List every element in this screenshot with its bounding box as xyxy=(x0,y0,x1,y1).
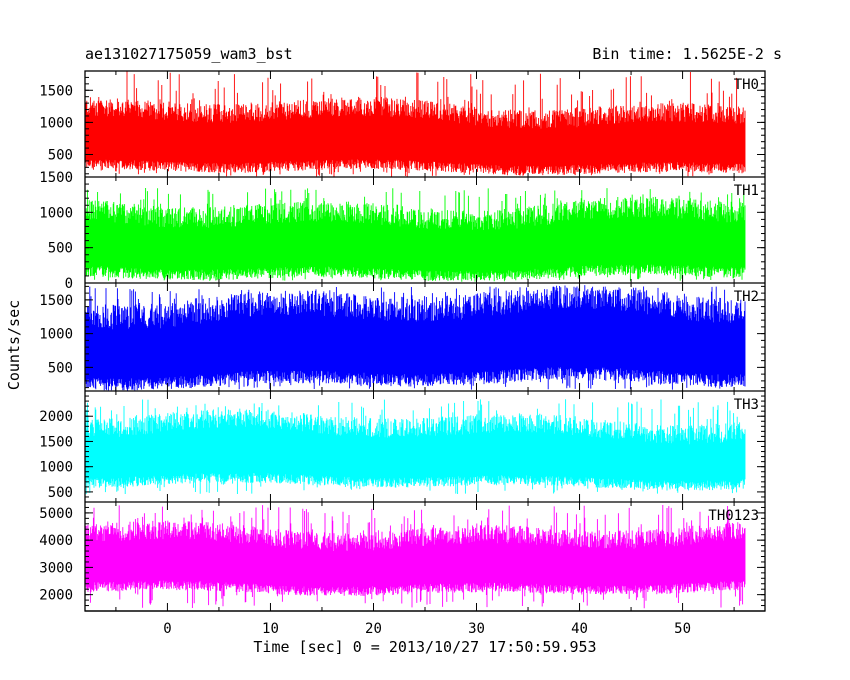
panel-th3 xyxy=(85,399,746,495)
x-tick-label: 50 xyxy=(674,621,691,637)
series-line-th0 xyxy=(85,71,746,177)
x-tick-label: 0 xyxy=(163,621,171,637)
panel-th2 xyxy=(85,285,746,391)
plot-frame xyxy=(84,70,766,612)
chart-title: ae131027175059_wam3_bst xyxy=(85,45,293,63)
x-axis-label-text: Time [sec] 0 = 2013/10/27 17:50:59.953 xyxy=(253,638,597,656)
series-line-th2 xyxy=(85,285,746,391)
y-axis-label: Counts/sec xyxy=(5,299,23,391)
y-tick-label: 1000 xyxy=(39,115,73,131)
panel-th1 xyxy=(85,188,746,282)
series-label-th2: TH2 xyxy=(734,289,759,305)
x-axis-label: Time [sec] 0 = 2013/10/27 17:50:59.953 xyxy=(0,638,850,656)
x-tick-label: 20 xyxy=(365,621,382,637)
y-tick-label: 1000 xyxy=(39,205,73,221)
chart-subtitle: Bin time: 1.5625E-2 s xyxy=(592,45,782,63)
series-line-th1 xyxy=(85,188,746,282)
series-label-th1: TH1 xyxy=(734,183,759,199)
y-tick-label: 0 xyxy=(65,276,73,292)
panel-th0 xyxy=(85,71,746,177)
x-tick-label: 40 xyxy=(571,621,588,637)
x-tick-label: 10 xyxy=(262,621,279,637)
y-tick-label: 1500 xyxy=(39,83,73,99)
y-tick-label: 500 xyxy=(48,148,73,164)
series-label-th0123: TH0123 xyxy=(708,508,759,524)
y-tick-label: 500 xyxy=(48,485,73,501)
x-tick-label: 30 xyxy=(468,621,485,637)
series-label-th0: TH0 xyxy=(734,77,759,93)
y-tick-label: 4000 xyxy=(39,533,73,549)
series-label-th3: TH3 xyxy=(734,397,759,413)
y-tick-label: 1500 xyxy=(39,170,73,186)
y-tick-label: 1500 xyxy=(39,293,73,309)
series-line-th0123 xyxy=(85,505,746,609)
panels-layer xyxy=(85,71,746,609)
y-tick-label: 500 xyxy=(48,241,73,257)
y-tick-label: 1000 xyxy=(39,460,73,476)
y-tick-label: 3000 xyxy=(39,560,73,576)
y-tick-label: 2000 xyxy=(39,588,73,604)
y-tick-label: 1000 xyxy=(39,327,73,343)
y-tick-label: 5000 xyxy=(39,506,73,522)
series-line-th3 xyxy=(85,399,746,495)
y-tick-label: 2000 xyxy=(39,409,73,425)
y-tick-label: 500 xyxy=(48,360,73,376)
y-tick-label: 1500 xyxy=(39,434,73,450)
panel-th0123 xyxy=(85,505,746,609)
